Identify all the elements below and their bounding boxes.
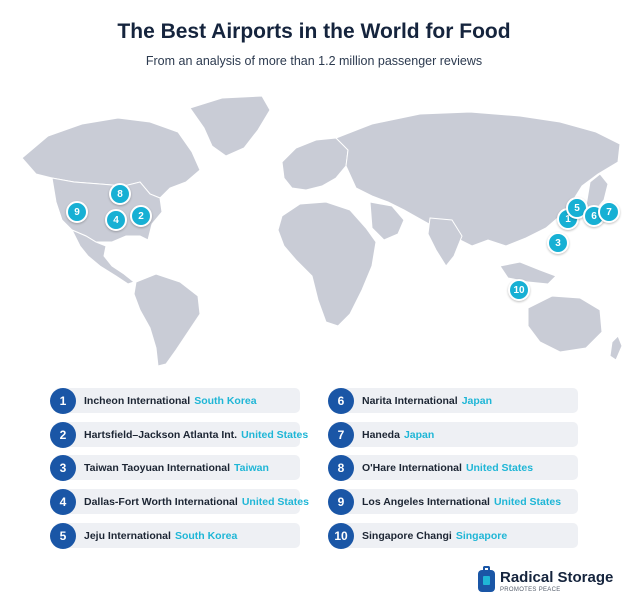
rank-badge: 9 (328, 488, 354, 515)
airport-country: United States (241, 428, 309, 441)
luggage-icon (478, 566, 495, 592)
airport-country: South Korea (194, 394, 257, 407)
legend-row-5: 5 Jeju International South Korea (50, 522, 300, 549)
legend-row-6: 6 Narita International Japan (328, 387, 578, 414)
legend-row-9: 9 Los Angeles International United State… (328, 488, 578, 515)
south-america-landmass (133, 273, 201, 367)
airport-name: Jeju International (84, 529, 171, 542)
legend-row-7: 7 Haneda Japan (328, 421, 578, 448)
airport-name: Los Angeles International (362, 495, 490, 508)
map-pin-3[interactable]: 3 (547, 232, 569, 254)
map-pin-7[interactable]: 7 (598, 201, 620, 223)
airport-country: Japan (461, 394, 493, 407)
page-subtitle: From an analysis of more than 1.2 millio… (145, 54, 483, 68)
legend-row-2: 2 Hartsfield–Jackson Atlanta Int. United… (50, 421, 308, 448)
airport-country: United States (465, 461, 534, 474)
legend-row-3: 3 Taiwan Taoyuan International Taiwan (50, 454, 300, 481)
airport-name: Haneda (362, 428, 400, 441)
logo-tagline: PROMOTES PEACE (500, 587, 561, 593)
africa-landmass (277, 201, 377, 327)
arabian-peninsula (369, 201, 405, 241)
rank-badge: 2 (50, 421, 76, 448)
europe-landmass (281, 137, 349, 191)
rank-badge: 4 (50, 488, 76, 515)
map-pin-4[interactable]: 4 (105, 209, 127, 231)
indian-subcontinent (427, 217, 463, 267)
airport-country: Taiwan (234, 461, 269, 474)
australia-landmass (527, 295, 603, 353)
legend-row-8: 8 O'Hare International United States (328, 454, 578, 481)
airport-name: Narita International (362, 394, 458, 407)
airport-name: Hartsfield–Jackson Atlanta Int. (84, 428, 238, 441)
rank-badge: 8 (328, 454, 354, 481)
new-zealand-landmass (609, 335, 623, 361)
greenland-landmass (189, 95, 271, 157)
map-pin-8[interactable]: 8 (109, 183, 131, 205)
page-title: The Best Airports in the World for Food (117, 20, 511, 43)
airport-name: Singapore Changi (362, 529, 452, 542)
airport-name: Dallas-Fort Worth International (84, 495, 238, 508)
rank-badge: 1 (50, 387, 76, 414)
map-pin-10[interactable]: 10 (508, 279, 530, 301)
rank-badge: 3 (50, 454, 76, 481)
rank-badge: 7 (328, 421, 354, 448)
legend-row-10: 10 Singapore Changi Singapore (328, 522, 578, 549)
logo-name: Radical Storage (500, 569, 614, 586)
airport-name: Taiwan Taoyuan International (84, 461, 231, 474)
airport-country: Japan (403, 428, 435, 441)
map-pin-2[interactable]: 2 (130, 205, 152, 227)
world-map (21, 95, 623, 367)
asia-landmass (335, 111, 621, 247)
rank-badge: 5 (50, 522, 76, 549)
southeast-asia-islands (499, 261, 557, 285)
map-pin-9[interactable]: 9 (66, 201, 88, 223)
radical-storage-logo: Radical Storage PROMOTES PEACE (478, 566, 618, 600)
airport-country: United States (493, 495, 562, 508)
rank-badge: 10 (328, 522, 354, 549)
airport-country: South Korea (174, 529, 238, 542)
legend-row-1: 1 Incheon International South Korea (50, 387, 300, 414)
rank-badge: 6 (328, 387, 354, 414)
airport-country: United States (241, 495, 309, 508)
airport-name: O'Hare International (362, 461, 462, 474)
central-america-landmass (70, 229, 136, 285)
airport-country: Singapore (455, 529, 508, 542)
legend-row-4: 4 Dallas-Fort Worth International United… (50, 488, 309, 515)
airport-name: Incheon International (84, 394, 191, 407)
